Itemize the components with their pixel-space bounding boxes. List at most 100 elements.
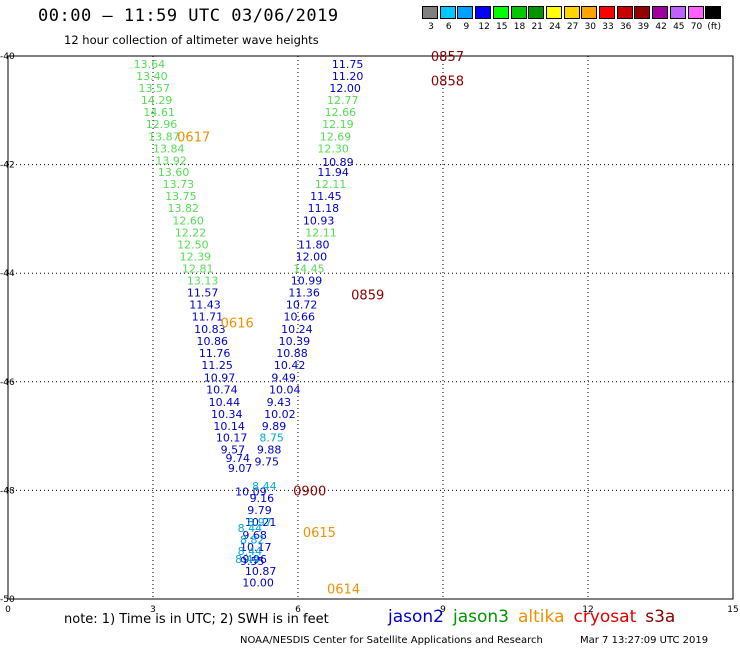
map-grid xyxy=(7,55,734,600)
wave-height-value: 12.11 xyxy=(305,226,337,239)
x-tick-label: 0 xyxy=(5,605,11,615)
wave-height-value: 13.84 xyxy=(153,142,185,155)
colorbar-swatch xyxy=(545,6,562,19)
wave-height-value: 11.20 xyxy=(332,70,364,83)
colorbar-swatch xyxy=(439,6,456,19)
wave-height-value: 10.44 xyxy=(209,396,241,409)
wave-height-value: 13.92 xyxy=(155,154,187,167)
wave-height-value: 9.55 xyxy=(240,555,265,568)
wave-height-value: 10.83 xyxy=(194,323,226,336)
wave-height-value: 9.43 xyxy=(267,396,292,409)
wave-height-value: 10.34 xyxy=(211,408,243,421)
colorbar-swatch xyxy=(528,6,545,19)
pass-time-label: 0617 xyxy=(177,130,210,145)
wave-height-value: 10.14 xyxy=(213,420,245,433)
colorbar-tick: 36 xyxy=(619,22,632,32)
colorbar-swatch xyxy=(510,6,527,19)
wave-height-value: 13.75 xyxy=(165,190,197,203)
credit-line: NOAA/NESDIS Center for Satellite Applica… xyxy=(240,635,543,646)
colorbar-tick: 21 xyxy=(531,22,543,32)
wave-height-value: 13.40 xyxy=(136,70,168,83)
colorbar-tick: 45 xyxy=(673,22,685,32)
wave-height-value: 13.60 xyxy=(158,166,190,179)
colorbar-tick: 27 xyxy=(566,22,579,32)
colorbar-swatch xyxy=(581,6,598,19)
legend-item: s3a xyxy=(645,607,676,627)
wave-height-value: 11.45 xyxy=(310,190,342,203)
wave-height-value: 11.57 xyxy=(187,287,219,300)
y-tick-label: -40 xyxy=(0,52,15,62)
wave-height-value: 12.81 xyxy=(182,262,214,275)
pass-time-label: 0616 xyxy=(221,317,254,332)
y-tick-label: -50 xyxy=(0,595,15,605)
page-subtitle: 12 hour collection of altimeter wave hei… xyxy=(64,33,319,47)
wave-height-value: 12.30 xyxy=(317,142,349,155)
colorbar-swatch xyxy=(705,6,722,19)
colorbar-tick: 30 xyxy=(584,22,597,32)
y-tick-label: -48 xyxy=(0,486,15,496)
wave-height-value: 12.60 xyxy=(172,215,204,228)
x-tick-label: 12 xyxy=(582,605,593,615)
colorbar-swatch xyxy=(599,6,615,19)
colorbar-tick: 12 xyxy=(478,22,490,32)
colorbar-tick: 18 xyxy=(513,22,526,32)
wave-height-value: 12.50 xyxy=(177,238,209,251)
wave-height-value: 12.11 xyxy=(315,178,347,191)
wave-height-value: 10.99 xyxy=(291,274,323,287)
wave-height-value: 11.43 xyxy=(189,299,221,312)
colorbar-tick: 70 xyxy=(690,22,703,32)
wave-height-value: 9.88 xyxy=(257,444,282,457)
pass-time-label: 0614 xyxy=(327,583,360,598)
x-tick-label: 15 xyxy=(727,605,738,615)
wave-height-value: 10.17 xyxy=(240,541,272,554)
wave-height-value: 10.24 xyxy=(281,323,313,336)
wave-height-value: 10.93 xyxy=(303,215,335,228)
wave-height-value: 10.21 xyxy=(245,516,276,529)
generated-timestamp: Mar 7 13:27:09 UTC 2019 xyxy=(580,635,709,646)
wave-height-value: 10.87 xyxy=(245,565,276,578)
wave-height-value: 10.39 xyxy=(279,335,311,348)
colorbar-swatch xyxy=(687,6,704,19)
wave-height-value: 12.22 xyxy=(175,226,207,239)
wave-height-value: 14.45 xyxy=(293,262,325,275)
colorbar-swatch xyxy=(457,6,474,19)
legend-item: jason2 xyxy=(388,607,444,627)
wave-height-value: 12.77 xyxy=(327,94,359,107)
wave-height-value: 13.73 xyxy=(163,178,195,191)
x-tick-label: 3 xyxy=(150,605,156,615)
wave-height-value: 11.71 xyxy=(192,311,224,324)
pass-time-labels: 0857 0858 0859 0900 0617 0616 0615 0614 xyxy=(177,50,464,598)
wave-height-value: 11.25 xyxy=(201,359,233,372)
colorbar-tick: 24 xyxy=(549,22,561,32)
legend-item: cryosat xyxy=(573,607,637,627)
page-title: 00:00 – 11:59 UTC 03/06/2019 xyxy=(38,6,339,26)
wave-height-value: 10.02 xyxy=(264,408,296,421)
colorbar-tick: 39 xyxy=(637,22,650,32)
wave-height-value: 10.42 xyxy=(274,359,306,372)
wave-height-value: 8.97 xyxy=(247,516,272,529)
wave-height-value: 12.39 xyxy=(180,250,212,263)
wave-height-value: 8.44 xyxy=(238,522,262,535)
wave-height-value: 8.82 xyxy=(240,533,265,546)
wave-height-value: 9.75 xyxy=(255,456,280,469)
legend-item: jason3 xyxy=(453,607,509,627)
wave-height-value: 9.79 xyxy=(247,504,272,517)
colorbar-tick: 42 xyxy=(655,22,667,32)
wave-height-value: 13.64 xyxy=(134,58,166,71)
wave-height-value: 12.96 xyxy=(146,118,178,131)
map-axes: 0 3 6 9 12 15 -40 -42 -44 -46 -48 -50 xyxy=(0,52,739,615)
map-frame xyxy=(7,55,734,600)
colorbar-swatch xyxy=(616,6,633,19)
colorbar-tick: 3 xyxy=(428,22,434,32)
wave-height-value: 11.94 xyxy=(317,166,349,179)
colorbar-tick: 15 xyxy=(496,22,508,32)
y-tick-label: -44 xyxy=(0,269,15,279)
pass-time-label: 0857 xyxy=(431,50,464,65)
colorbar-swatch xyxy=(652,6,669,19)
wave-height-value: 11.18 xyxy=(308,202,340,215)
wave-height-value: 10.86 xyxy=(197,335,229,348)
pass-time-label: 0858 xyxy=(431,74,464,89)
wave-height-labels: 13.6413.4013.5714.2914.6112.9613.8713.84… xyxy=(134,58,364,590)
pass-time-label: 0615 xyxy=(303,526,336,541)
